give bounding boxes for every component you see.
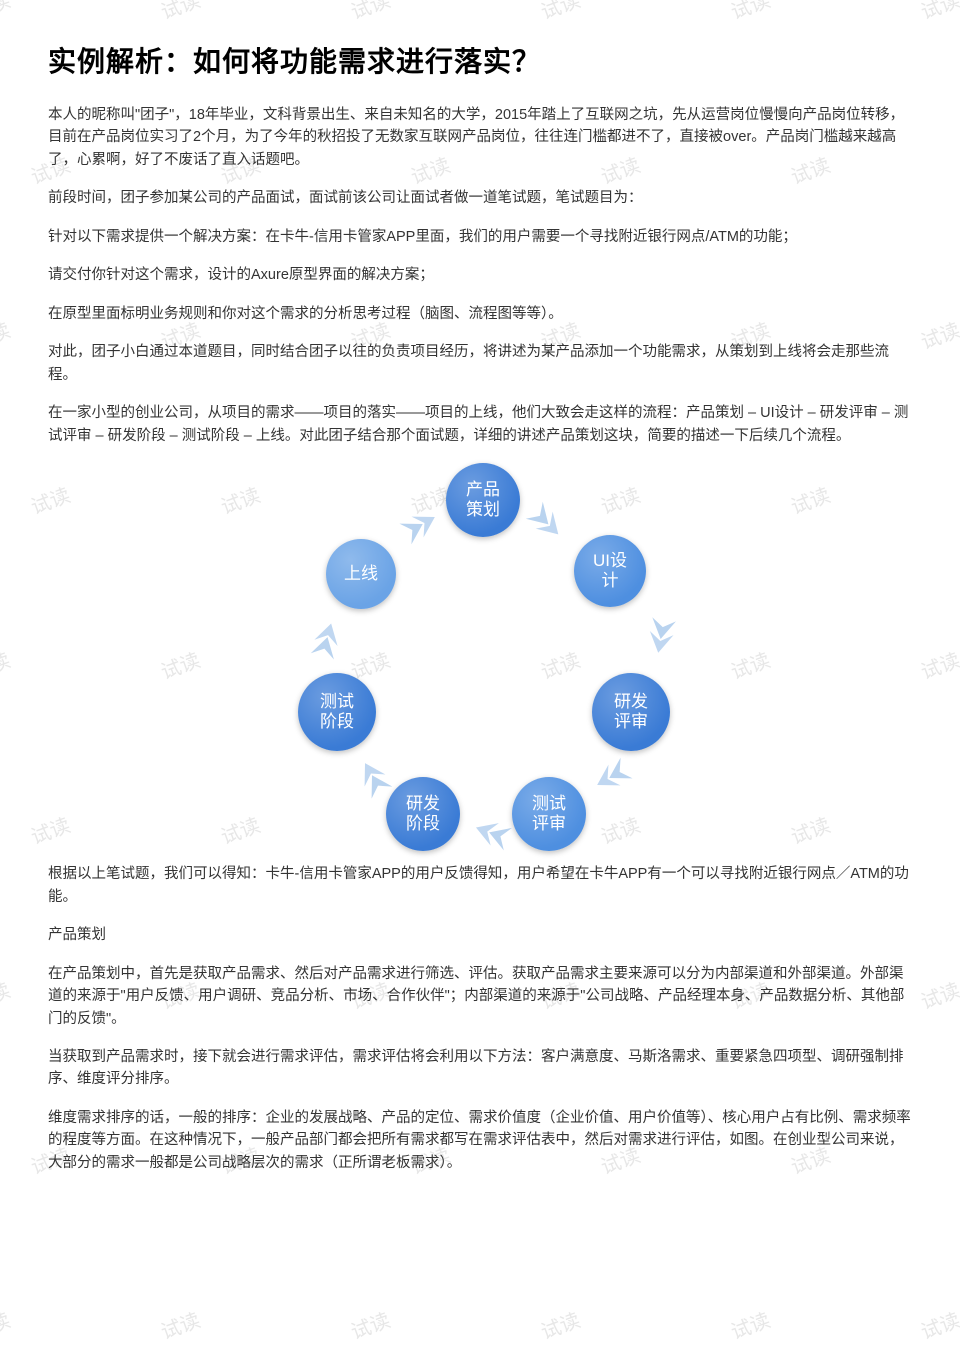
paragraph: 根据以上笔试题，我们可以得知：卡牛-信用卡管家APP的用户反馈得知，用户希望在卡… <box>48 863 912 908</box>
watermark-text: 试读 <box>156 1304 204 1345</box>
paragraph: 在原型里面标明业务规则和你对这个需求的分析思考过程（脑图、流程图等等）。 <box>48 303 912 325</box>
cycle-node-label: 上线 <box>344 564 378 584</box>
cycle-arrow-icon <box>308 615 346 663</box>
cycle-node: 产品 策划 <box>446 463 520 537</box>
paragraph: 当获取到产品需求时，接下就会进行需求评估，需求评估将会利用以下方法：客户满意度、… <box>48 1046 912 1091</box>
cycle-node-label: 产品 策划 <box>466 480 500 521</box>
paragraph: 前段时间，团子参加某公司的产品面试，面试前该公司让面试者做一道笔试题，笔试题目为… <box>48 187 912 209</box>
paragraph: 在一家小型的创业公司，从项目的需求——项目的落实——项目的上线，他们大致会走这样… <box>48 402 912 447</box>
cycle-node: 测试 阶段 <box>298 673 376 751</box>
cycle-node-label: 测试 评审 <box>532 794 566 835</box>
cycle-node-label: UI设 计 <box>593 551 627 592</box>
page-title: 实例解析：如何将功能需求进行落实？ <box>48 40 912 80</box>
cycle-diagram: 产品 策划 UI设 计研发 评审测试 评审 研发 阶段 测试 阶段 上线 <box>270 463 690 853</box>
document-content: 实例解析：如何将功能需求进行落实？ 本人的昵称叫"团子"，18年毕业，文科背景出… <box>0 0 960 1174</box>
cycle-node: UI设 计 <box>574 535 646 607</box>
paragraph: 请交付你针对这个需求，设计的Axure原型界面的解决方案； <box>48 264 912 286</box>
paragraph: 本人的昵称叫"团子"，18年毕业，文科背景出生、来自未知名的大学，2015年踏上… <box>48 104 912 171</box>
cycle-diagram-container: 产品 策划 UI设 计研发 评审测试 评审 研发 阶段 测试 阶段 上线 <box>48 463 912 853</box>
cycle-node: 研发 评审 <box>592 673 670 751</box>
paragraph: 在产品策划中，首先是获取产品需求、然后对产品需求进行筛选、评估。获取产品需求主要… <box>48 963 912 1030</box>
paragraph: 维度需求排序的话，一般的排序：企业的发展战略、产品的定位、需求价值度（企业价值、… <box>48 1107 912 1174</box>
cycle-node: 研发 阶段 <box>386 777 460 851</box>
cycle-arrow-icon <box>350 752 395 802</box>
watermark-text: 试读 <box>726 1304 774 1345</box>
cycle-arrow-icon <box>466 813 515 854</box>
cycle-node-label: 研发 评审 <box>614 692 648 733</box>
cycle-arrow-icon <box>644 614 679 660</box>
paragraph: 对此，团子小白通过本道题目，同时结合团子以往的负责项目经历，将讲述为某产品添加一… <box>48 341 912 386</box>
cycle-arrow-icon <box>586 755 636 800</box>
cycle-node: 测试 评审 <box>512 777 586 851</box>
cycle-arrow-icon <box>396 503 446 548</box>
cycle-node: 上线 <box>326 539 396 609</box>
cycle-node-label: 测试 阶段 <box>320 692 354 733</box>
watermark-text: 试读 <box>536 1304 584 1345</box>
cycle-arrow-icon <box>522 498 571 547</box>
paragraph: 产品策划 <box>48 924 912 946</box>
paragraph: 针对以下需求提供一个解决方案：在卡牛-信用卡管家APP里面，我们的用户需要一个寻… <box>48 226 912 248</box>
watermark-text: 试读 <box>916 1304 960 1345</box>
cycle-node-label: 研发 阶段 <box>406 794 440 835</box>
watermark-text: 试读 <box>0 1304 14 1345</box>
watermark-text: 试读 <box>346 1304 394 1345</box>
